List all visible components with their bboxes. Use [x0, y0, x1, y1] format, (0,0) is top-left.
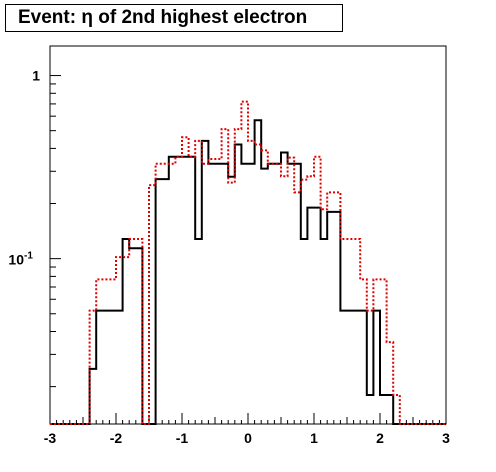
x-axis: -3 -2 -1 0 1 2 3: [44, 413, 450, 446]
chart-title: Event: η of 2nd highest electron: [5, 4, 343, 32]
x-tick-label: 2: [376, 430, 384, 446]
histogram-series-1: [50, 100, 446, 425]
y-tick-exponent: -1: [24, 251, 33, 262]
histogram-series-0: [50, 119, 446, 425]
series-layer: [50, 100, 446, 425]
x-tick-label: 1: [310, 430, 318, 446]
x-tick-label: -2: [110, 430, 123, 446]
y-tick-label: 10 -1: [8, 251, 33, 268]
y-axis: 1 10 -1: [8, 68, 61, 388]
x-tick-label: -3: [44, 430, 57, 446]
x-tick-label: -1: [176, 430, 189, 446]
x-tick-label: 3: [442, 430, 450, 446]
y-tick-base: 10: [8, 252, 24, 268]
plot-frame: [49, 45, 447, 425]
y-tick-label: 1: [32, 68, 40, 84]
x-tick-label: 0: [244, 430, 252, 446]
